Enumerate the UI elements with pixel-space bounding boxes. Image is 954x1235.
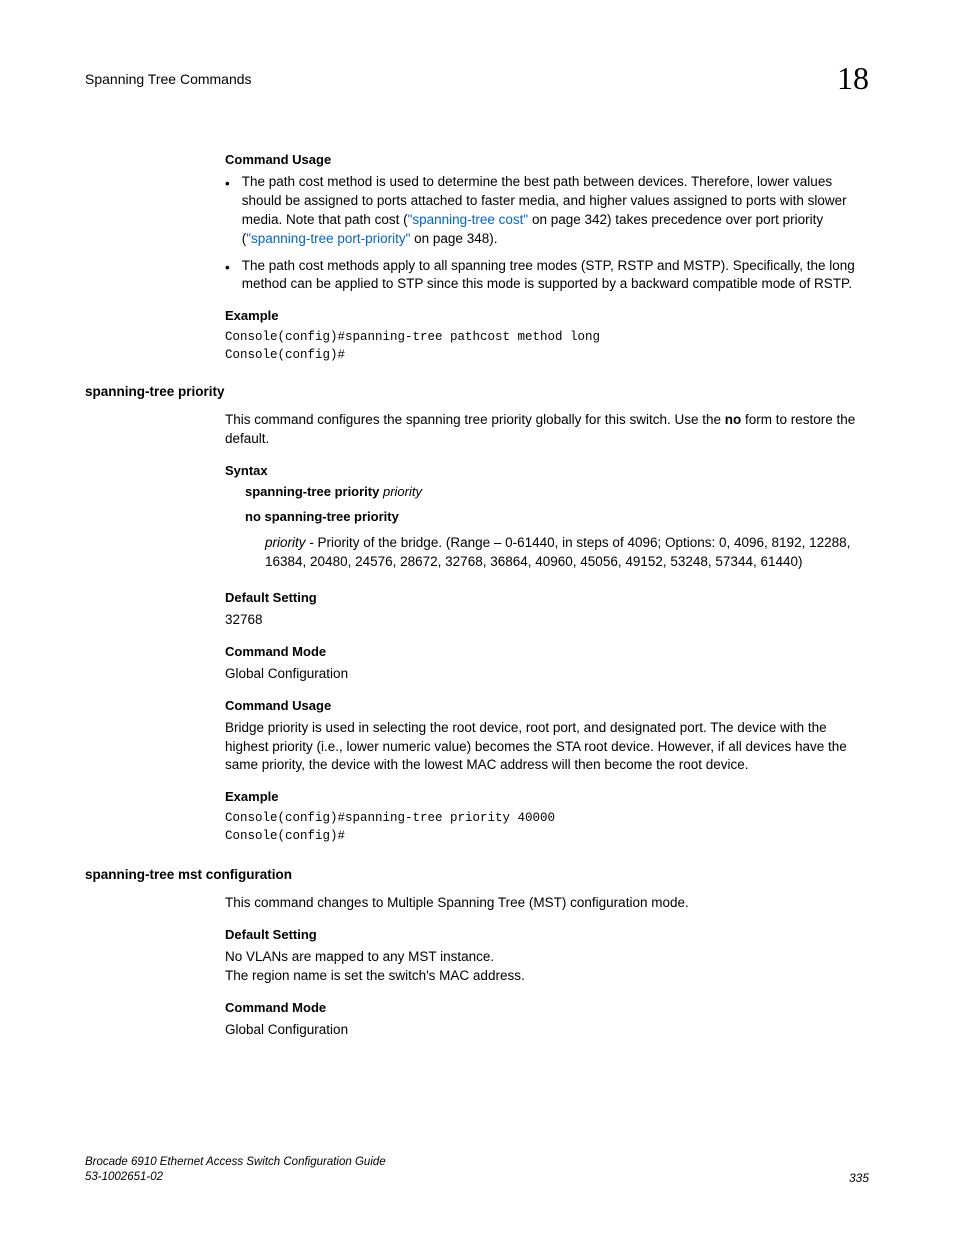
section-priority-content: This command configures the spanning tre…: [225, 411, 869, 845]
section-command-usage: Command Usage • The path cost method is …: [225, 152, 869, 294]
header-title: Spanning Tree Commands: [85, 71, 252, 87]
example-title: Example: [225, 308, 869, 323]
command-mode-value: Global Configuration: [225, 1021, 869, 1040]
section-heading-mst: spanning-tree mst configuration: [85, 867, 869, 882]
code-block: Console(config)#spanning-tree pathcost m…: [225, 329, 869, 364]
page-footer: Brocade 6910 Ethernet Access Switch Conf…: [85, 1155, 869, 1185]
syntax-line: spanning-tree priority priority: [245, 484, 869, 499]
section-mst-content: This command changes to Multiple Spannin…: [225, 894, 869, 1040]
command-usage-title: Command Usage: [225, 152, 869, 167]
command-usage-title: Command Usage: [225, 698, 869, 713]
bullet-text: The path cost method is used to determin…: [242, 173, 869, 249]
footer-page-number: 335: [849, 1171, 869, 1185]
footer-left: Brocade 6910 Ethernet Access Switch Conf…: [85, 1155, 386, 1185]
intro-text: This command changes to Multiple Spannin…: [225, 894, 869, 913]
bullet-item: • The path cost method is used to determ…: [225, 173, 869, 249]
command-mode-title: Command Mode: [225, 1000, 869, 1015]
bullet-text: The path cost methods apply to all spann…: [242, 257, 869, 295]
default-setting-title: Default Setting: [225, 927, 869, 942]
bullet-item: • The path cost methods apply to all spa…: [225, 257, 869, 295]
param-description: priority - Priority of the bridge. (Rang…: [265, 534, 869, 572]
default-setting-title: Default Setting: [225, 590, 869, 605]
bullet-marker: •: [225, 175, 230, 249]
command-mode-title: Command Mode: [225, 644, 869, 659]
chapter-number: 18: [837, 60, 869, 97]
syntax-block: spanning-tree priority priority no spann…: [245, 484, 869, 572]
syntax-title: Syntax: [225, 463, 869, 478]
section-heading-priority: spanning-tree priority: [85, 384, 869, 399]
main-content: Command Usage • The path cost method is …: [85, 152, 869, 1040]
bullet-marker: •: [225, 259, 230, 295]
intro-text: This command configures the spanning tre…: [225, 411, 869, 449]
page-header: Spanning Tree Commands 18: [85, 60, 869, 97]
command-mode-value: Global Configuration: [225, 665, 869, 684]
default-setting-value: 32768: [225, 611, 869, 630]
default-setting-text: No VLANs are mapped to any MST instance.…: [225, 948, 869, 986]
link-spanning-tree-cost[interactable]: "spanning-tree cost": [408, 212, 529, 227]
example-block: Example Console(config)#spanning-tree pa…: [225, 308, 869, 364]
example-title: Example: [225, 789, 869, 804]
code-block: Console(config)#spanning-tree priority 4…: [225, 810, 869, 845]
command-usage-text: Bridge priority is used in selecting the…: [225, 719, 869, 776]
link-spanning-tree-port-priority[interactable]: "spanning-tree port-priority": [246, 231, 410, 246]
syntax-line: no spanning-tree priority: [245, 509, 869, 524]
